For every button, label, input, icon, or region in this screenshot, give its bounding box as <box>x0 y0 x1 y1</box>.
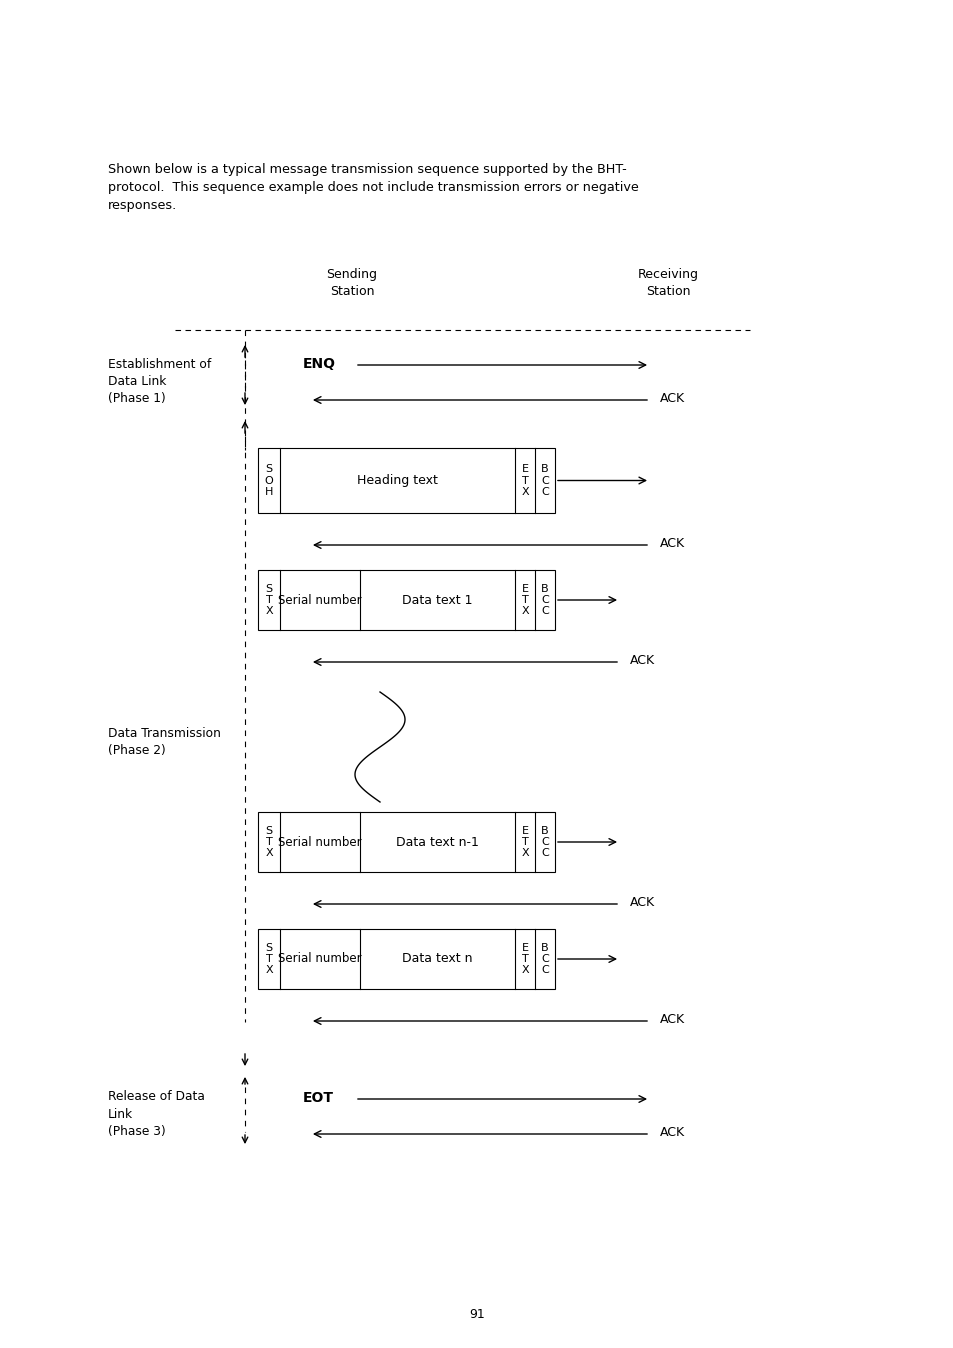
Text: 91: 91 <box>469 1308 484 1321</box>
Text: Data Link: Data Link <box>108 375 166 388</box>
Text: E
T
X: E T X <box>520 464 528 496</box>
Text: B
C
C: B C C <box>540 942 548 975</box>
Text: E
T
X: E T X <box>520 584 528 616</box>
Text: Establishment of: Establishment of <box>108 359 211 371</box>
Text: Data text n: Data text n <box>402 953 473 965</box>
Text: responses.: responses. <box>108 200 177 212</box>
Text: ACK: ACK <box>659 1126 684 1139</box>
Text: EOT: EOT <box>303 1091 334 1105</box>
Text: E
T
X: E T X <box>520 826 528 859</box>
Text: (Phase 3): (Phase 3) <box>108 1124 166 1138</box>
Text: ACK: ACK <box>659 1012 684 1026</box>
Text: (Phase 2): (Phase 2) <box>108 744 166 758</box>
Bar <box>257 929 555 989</box>
Text: Release of Data: Release of Data <box>108 1091 205 1104</box>
Text: ACK: ACK <box>629 896 655 909</box>
Text: Data Transmission: Data Transmission <box>108 727 221 740</box>
Bar <box>257 811 555 872</box>
Text: Heading text: Heading text <box>356 474 437 487</box>
Text: Data text n-1: Data text n-1 <box>395 836 478 848</box>
Text: B
C
C: B C C <box>540 584 548 616</box>
Text: Serial number: Serial number <box>278 953 361 965</box>
Text: S
T
X: S T X <box>265 826 273 859</box>
Text: ACK: ACK <box>659 392 684 404</box>
Text: B
C
C: B C C <box>540 826 548 859</box>
Bar <box>257 570 555 630</box>
Text: ACK: ACK <box>629 654 655 667</box>
Bar <box>257 448 555 514</box>
Text: Link: Link <box>108 1108 133 1120</box>
Text: S
T
X: S T X <box>265 942 273 975</box>
Text: protocol.  This sequence example does not include transmission errors or negativ: protocol. This sequence example does not… <box>108 181 639 194</box>
Text: Serial number: Serial number <box>278 836 361 848</box>
Text: ENQ: ENQ <box>303 357 335 371</box>
Text: (Phase 1): (Phase 1) <box>108 392 166 404</box>
Text: E
T
X: E T X <box>520 942 528 975</box>
Text: Data text 1: Data text 1 <box>402 593 473 607</box>
Text: Serial number: Serial number <box>278 593 361 607</box>
Text: B
C
C: B C C <box>540 464 548 496</box>
Text: S
T
X: S T X <box>265 584 273 616</box>
Text: Sending
Station: Sending Station <box>326 268 377 298</box>
Text: ACK: ACK <box>659 537 684 550</box>
Text: Shown below is a typical message transmission sequence supported by the BHT-: Shown below is a typical message transmi… <box>108 163 626 177</box>
Text: S
O
H: S O H <box>264 464 274 496</box>
Text: Receiving
Station: Receiving Station <box>637 268 698 298</box>
